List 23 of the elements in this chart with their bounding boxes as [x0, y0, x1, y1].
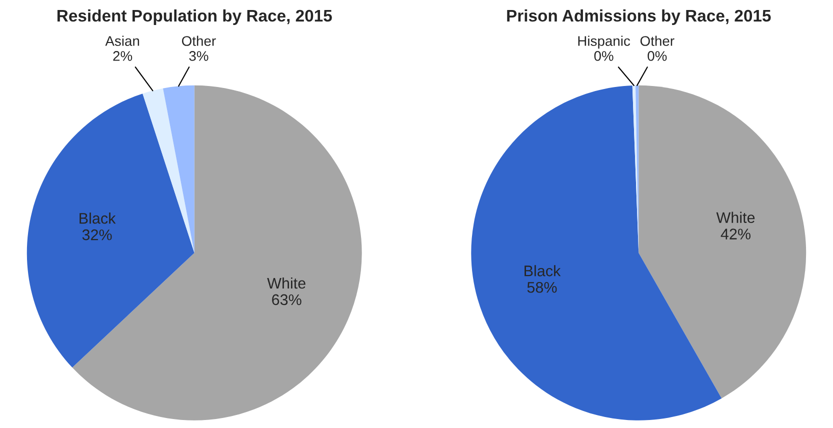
data-label: 2%	[113, 51, 132, 61]
pie-slice	[26, 94, 194, 368]
pie-slice	[162, 85, 194, 253]
slice-label: Other	[182, 36, 216, 46]
pie-slice	[638, 85, 806, 398]
slice-label: Black	[80, 212, 116, 224]
slice-label: Other	[640, 36, 674, 46]
pie-slice	[142, 88, 194, 253]
pie-slice	[72, 85, 362, 420]
slice-label: Hispanic	[578, 36, 630, 49]
slice-label: White	[716, 212, 755, 224]
data-label: 32%	[82, 229, 112, 240]
slice-label: Asian	[105, 36, 140, 46]
data-label: 0%	[648, 51, 667, 61]
data-label: 3%	[189, 51, 208, 61]
slice-label: Black	[524, 265, 561, 276]
chart-title: Prison Admissions by Race, 2015	[507, 9, 771, 25]
data-label: 42%	[720, 228, 751, 240]
chart-title: Resident Population by Race, 2015	[57, 9, 332, 25]
data-label: 0%	[594, 51, 614, 61]
data-label: 63%	[272, 294, 302, 306]
data-label: 58%	[527, 282, 557, 293]
slice-label: White	[267, 277, 306, 289]
